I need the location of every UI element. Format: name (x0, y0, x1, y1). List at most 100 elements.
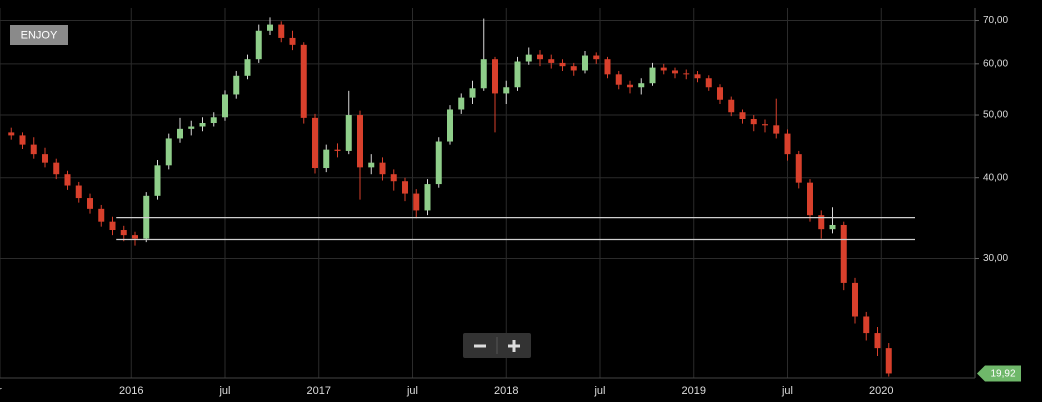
x-tick-label: jul (218, 385, 230, 397)
candle-body (435, 141, 442, 185)
zoom-in-v (512, 340, 516, 352)
candle-body (469, 88, 476, 98)
candle-body (177, 128, 183, 139)
grid (0, 8, 975, 378)
candle-body (222, 94, 228, 118)
candle-body (379, 162, 386, 175)
candle-body (525, 54, 532, 62)
candle-body (840, 224, 847, 283)
x-tick-label: 2020 (869, 385, 893, 397)
candles (8, 17, 892, 377)
candle-body (278, 24, 285, 38)
candle-body (53, 162, 60, 175)
candle-body (615, 74, 622, 85)
title-box (10, 25, 68, 45)
candle-body (807, 182, 813, 216)
candle-body (402, 181, 408, 194)
candle-body (492, 59, 498, 94)
candle-body (19, 135, 26, 145)
x-tick-label: 2017 (307, 385, 331, 397)
x-tick-label: 2019 (682, 385, 706, 397)
x-tick-label: r (0, 385, 2, 397)
y-tick-label: 50,00 (983, 110, 1008, 121)
last-price-label: 19,92 (990, 369, 1015, 380)
candle-body (289, 37, 296, 45)
candle-body (818, 215, 825, 230)
candle-body (627, 84, 633, 88)
candle-body (537, 54, 543, 60)
candle-body (165, 138, 172, 166)
candle-body (87, 198, 93, 209)
candle-body (300, 44, 307, 118)
candle-body (582, 55, 588, 71)
candle-body (64, 174, 71, 186)
x-tick-label: jul (781, 385, 793, 397)
candle-body (154, 165, 161, 196)
candle-body (109, 221, 116, 231)
x-tick-label: jul (406, 385, 418, 397)
candle-body (548, 59, 555, 63)
candle-body (345, 115, 352, 151)
candle-body (120, 230, 127, 236)
candle-body (559, 62, 566, 67)
candle-body (233, 75, 240, 95)
candle-body (717, 87, 723, 100)
x-tick-label: 2016 (119, 385, 143, 397)
candle-body (829, 224, 836, 230)
candle-body (390, 174, 397, 182)
candle-body (458, 97, 465, 110)
candle-body (210, 117, 217, 124)
candle-body (795, 154, 802, 183)
candle-body (447, 109, 453, 142)
zoom-in[interactable] (508, 340, 520, 352)
candle-body (480, 59, 487, 89)
y-tick-label: 30,00 (983, 253, 1008, 264)
candle-body (323, 149, 330, 169)
candle-body (267, 24, 273, 31)
y-tick-label: 40,00 (983, 172, 1008, 183)
candle-body (750, 118, 757, 125)
candle-body (649, 67, 656, 84)
candle-body (762, 124, 768, 126)
candle-body (8, 132, 15, 136)
y-tick-label: 70,00 (983, 15, 1008, 26)
last-price-tag (977, 365, 1021, 382)
x-tick-label: 2018 (494, 385, 518, 397)
candle-body (683, 73, 690, 75)
candle-body (728, 99, 735, 113)
candle-body (255, 30, 262, 60)
candle-body (30, 144, 37, 155)
candle-body (503, 87, 510, 94)
candle-body (739, 112, 746, 119)
candle-body (885, 348, 892, 374)
candle-body (98, 208, 105, 222)
candle-body (312, 117, 318, 169)
candle-body (132, 235, 138, 239)
candle-body (784, 133, 791, 155)
candle-body (852, 282, 858, 317)
candle-body (705, 78, 712, 88)
candle-body (694, 74, 701, 79)
zoom-out[interactable] (474, 344, 486, 348)
candle-body (514, 61, 521, 88)
candle-body (334, 149, 341, 151)
chart-title: ENJOY (21, 29, 58, 41)
y-tick-label: 60,00 (983, 58, 1008, 69)
candle-body (874, 333, 881, 349)
x-tick-label: jul (593, 385, 605, 397)
candle-body (199, 123, 206, 127)
candle-body (75, 185, 82, 199)
candle-body (570, 66, 577, 71)
candle-body (672, 70, 678, 74)
candle-body (660, 67, 667, 71)
zoom-controls (463, 333, 531, 358)
candle-body (638, 83, 645, 88)
candle-body (368, 162, 375, 168)
candle-body (244, 59, 251, 76)
candle-body (413, 193, 420, 211)
candle-body (604, 59, 611, 75)
candle-body (357, 115, 363, 168)
candle-body (863, 316, 870, 334)
candle-body (42, 154, 48, 163)
